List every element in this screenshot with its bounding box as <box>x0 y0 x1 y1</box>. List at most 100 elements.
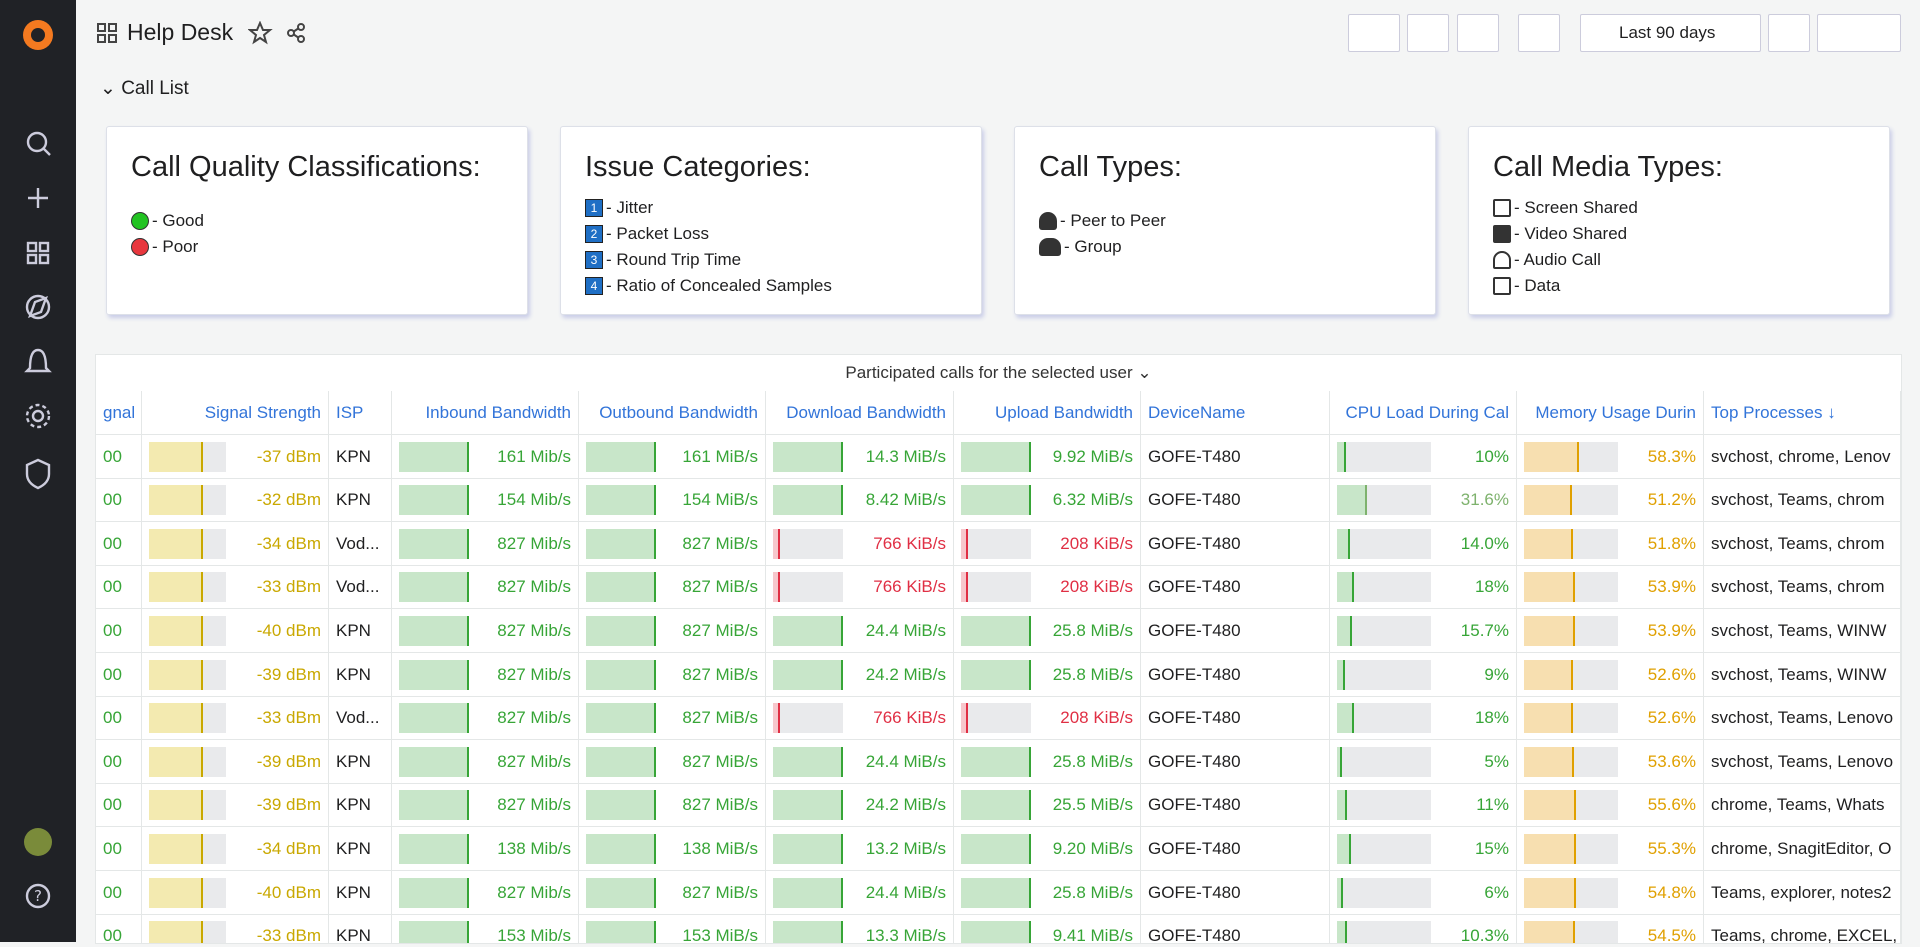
star-share[interactable] <box>248 21 308 45</box>
cell-text: 18% <box>1475 577 1509 597</box>
cell-text: KPN <box>336 752 371 772</box>
cell-text: KPN <box>336 839 371 859</box>
cell-text: 55.3% <box>1648 839 1696 859</box>
cell-text: GOFE-T480 <box>1148 665 1241 685</box>
gauge-fill <box>1337 747 1342 777</box>
table-cell: 766 KiB/s <box>766 566 954 609</box>
cell-text: 6% <box>1484 883 1509 903</box>
table-cell: 00 <box>96 871 142 914</box>
cell-text: 13.2 MiB/s <box>866 839 946 859</box>
gauge-track <box>1524 660 1618 690</box>
add-panel-button[interactable] <box>1348 14 1400 52</box>
gauge-fill <box>773 660 843 690</box>
table-title-text: Participated calls for the selected user <box>845 363 1132 383</box>
gauge-fill <box>1337 485 1367 515</box>
gauge-track <box>399 834 469 864</box>
gauge-fill <box>399 921 469 944</box>
table-cell: 55.6% <box>1517 784 1704 827</box>
cell-text: -34 dBm <box>257 839 321 859</box>
column-header[interactable]: DeviceName <box>1141 391 1330 434</box>
gauge-fill <box>399 485 469 515</box>
table-cell: 18% <box>1330 697 1517 740</box>
column-header[interactable]: Signal Strength <box>142 391 329 434</box>
gauge-track <box>399 921 469 944</box>
table-cell: 10% <box>1330 435 1517 478</box>
cell-text: 827 MiB/s <box>682 577 758 597</box>
cell-text: 766 KiB/s <box>873 577 946 597</box>
column-header[interactable]: ISP <box>329 391 392 434</box>
table-cell: 154 Mib/s <box>392 479 579 522</box>
table-cell: 827 MiB/s <box>579 697 766 740</box>
table-cell: 5% <box>1330 740 1517 783</box>
table-cell: svchost, Teams, chrom <box>1704 479 1901 522</box>
settings-button[interactable] <box>1457 14 1499 52</box>
column-header[interactable]: Memory Usage Durin <box>1517 391 1704 434</box>
column-header[interactable]: Top Processes ↓ <box>1704 391 1901 434</box>
save-button[interactable] <box>1407 14 1449 52</box>
gauge-fill <box>149 529 203 559</box>
gauge-track <box>149 790 226 820</box>
table-cell: 00 <box>96 740 142 783</box>
gauge-fill <box>773 572 780 602</box>
cell-text: 00 <box>103 883 122 903</box>
legend-item: 1- Jitter <box>585 198 653 218</box>
tv-button[interactable] <box>1518 14 1560 52</box>
table-cell: 827 MiB/s <box>579 871 766 914</box>
table-cell: KPN <box>329 740 392 783</box>
cell-text: 827 Mib/s <box>497 883 571 903</box>
gauge-track <box>1524 529 1618 559</box>
table-cell: svchost, Teams, chrom <box>1704 522 1901 565</box>
gauge-fill <box>399 747 469 777</box>
gauge-track <box>586 529 656 559</box>
cell-text: 827 Mib/s <box>497 621 571 641</box>
cell-text: 138 Mib/s <box>497 839 571 859</box>
gauge-fill <box>1524 878 1576 908</box>
gauge-fill <box>586 834 656 864</box>
gauge-track <box>773 572 843 602</box>
table-title[interactable]: Participated calls for the selected user… <box>96 355 1901 391</box>
gauge-fill <box>1524 485 1572 515</box>
gauge-fill <box>586 572 656 602</box>
gauge-fill <box>1337 660 1345 690</box>
cell-text: 9% <box>1484 665 1509 685</box>
cell-text: 53.9% <box>1648 621 1696 641</box>
column-header[interactable]: Outbound Bandwidth <box>579 391 766 434</box>
gauge-fill <box>773 834 843 864</box>
dashboard-title[interactable]: Help Desk <box>127 19 233 46</box>
cell-text: svchost, Teams, Lenovo <box>1711 752 1893 772</box>
row-title[interactable]: ⌄ Call List <box>100 77 189 100</box>
column-header[interactable]: CPU Load During Cal <box>1330 391 1517 434</box>
table-cell: 00 <box>96 435 142 478</box>
cell-text: 00 <box>103 665 122 685</box>
gauge-fill <box>1337 442 1346 472</box>
cell-text: 827 MiB/s <box>682 534 758 554</box>
gauge-track <box>773 660 843 690</box>
cell-text: GOFE-T480 <box>1148 752 1241 772</box>
gauge-track <box>399 790 469 820</box>
legend-text: - Poor <box>152 237 198 257</box>
cell-text: 9.20 MiB/s <box>1053 839 1133 859</box>
cell-text: -40 dBm <box>257 621 321 641</box>
column-header[interactable]: gnal <box>96 391 142 434</box>
table-cell: 827 Mib/s <box>392 522 579 565</box>
table-cell: 9% <box>1330 653 1517 696</box>
table-cell: 24.4 MiB/s <box>766 609 954 652</box>
gauge-fill <box>149 790 203 820</box>
gauge-track <box>1524 572 1618 602</box>
cell-text: 208 KiB/s <box>1060 577 1133 597</box>
cell-text: 00 <box>103 839 122 859</box>
cell-text: KPN <box>336 447 371 467</box>
column-header[interactable]: Download Bandwidth <box>766 391 954 434</box>
sidebar: ? <box>0 0 76 942</box>
column-header[interactable]: Inbound Bandwidth <box>392 391 579 434</box>
time-picker[interactable]: Last 90 days <box>1580 14 1761 52</box>
legend-item: - Group <box>1039 237 1122 257</box>
column-header[interactable]: Upload Bandwidth <box>954 391 1141 434</box>
refresh-button[interactable] <box>1817 14 1901 52</box>
gauge-fill <box>961 790 1031 820</box>
cell-text: 52.6% <box>1648 708 1696 728</box>
table-cell: 138 Mib/s <box>392 827 579 870</box>
table-cell: 53.6% <box>1517 740 1704 783</box>
zoom-out-button[interactable] <box>1768 14 1810 52</box>
table-cell: 766 KiB/s <box>766 697 954 740</box>
